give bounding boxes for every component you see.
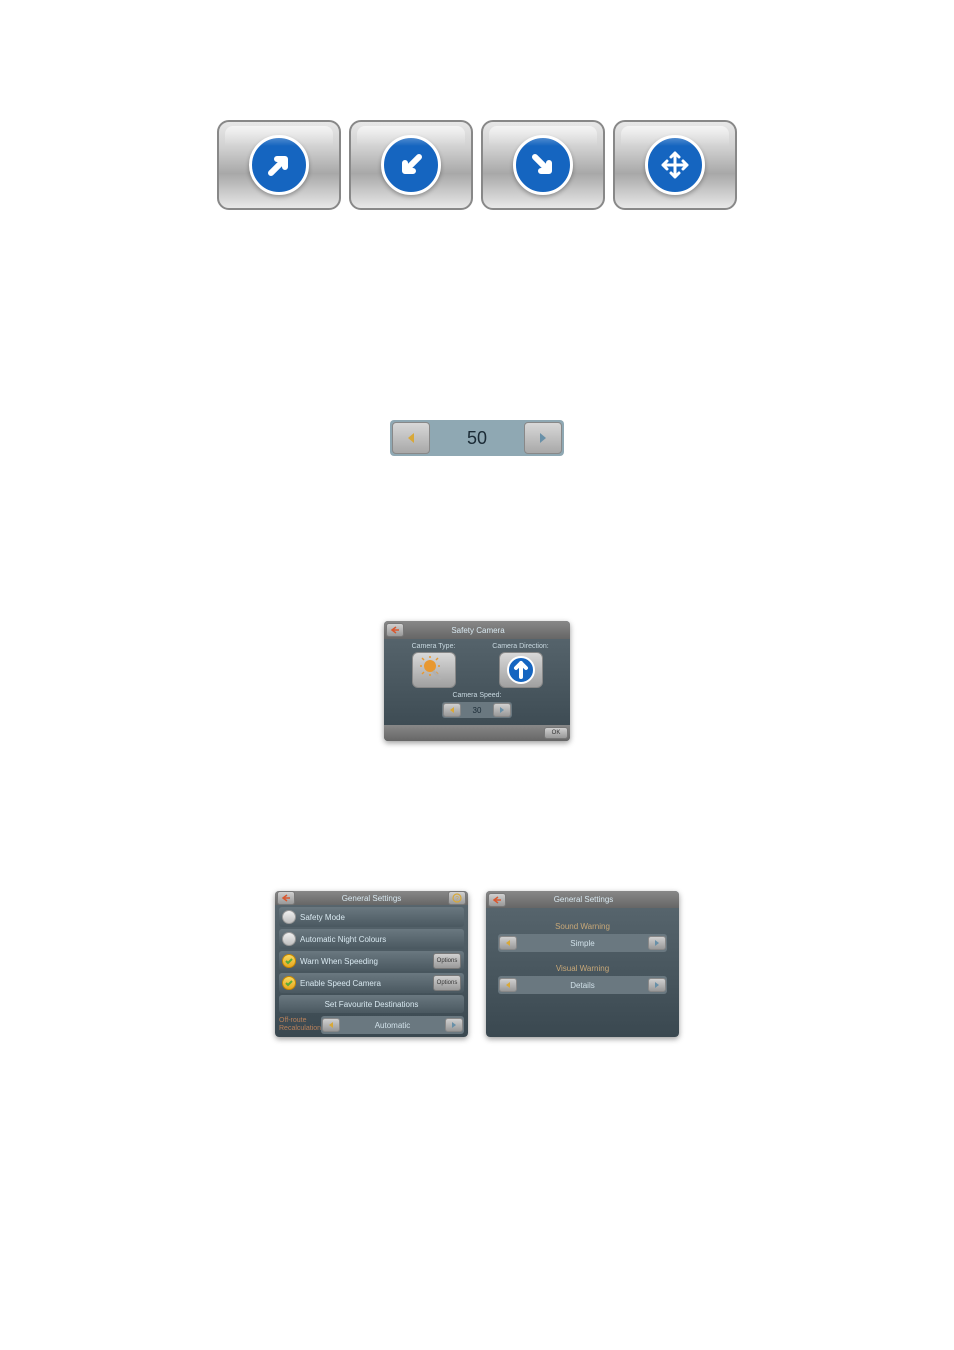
setting-label: Warn When Speeding: [300, 957, 433, 966]
settings-panels-row: General Settings ? Safety Mode Automatic…: [60, 891, 894, 1037]
arrow-up-icon: [506, 655, 536, 685]
camera-speed-decrease[interactable]: [443, 703, 461, 717]
recalc-value: Automatic: [341, 1021, 444, 1030]
speed-value: 50: [432, 428, 522, 449]
setting-label: Automatic Night Colours: [300, 935, 461, 944]
options-button[interactable]: Options: [433, 953, 461, 969]
visual-warning-selector: Details: [498, 976, 667, 994]
sound-warning-value: Simple: [518, 939, 647, 948]
camera-direction-button[interactable]: [499, 652, 543, 688]
setting-row-night-colours[interactable]: Automatic Night Colours: [279, 929, 464, 949]
settings-left-title: General Settings: [295, 894, 448, 903]
settings-left-header: General Settings ?: [275, 891, 468, 905]
general-settings-panel-left: General Settings ? Safety Mode Automatic…: [275, 891, 468, 1037]
camera-speed-value: 30: [462, 706, 492, 715]
recalc-next-button[interactable]: [445, 1018, 463, 1032]
camera-speed-increase[interactable]: [493, 703, 511, 717]
camera-panel-title: Safety Camera: [404, 626, 570, 635]
sound-warning-selector: Simple: [498, 934, 667, 952]
camera-speed-label: Camera Speed:: [392, 692, 562, 699]
visual-warning-value: Details: [518, 981, 647, 990]
ok-button[interactable]: OK: [544, 727, 568, 739]
visual-warning-label: Visual Warning: [498, 964, 667, 973]
toggle-off-icon: [282, 910, 296, 924]
toggle-on-icon: [282, 976, 296, 990]
set-favourite-button[interactable]: Set Favourite Destinations: [279, 995, 464, 1013]
toggle-off-icon: [282, 932, 296, 946]
recalc-prev-button[interactable]: [322, 1018, 340, 1032]
direction-btn-se[interactable]: [481, 120, 605, 210]
settings-right-header: General Settings: [486, 891, 679, 908]
sound-warning-label: Sound Warning: [498, 922, 667, 931]
arrow-se-icon: [513, 135, 573, 195]
camera-direction-label: Camera Direction:: [479, 643, 562, 650]
direction-buttons-row: [60, 120, 894, 210]
setting-row-safety-mode[interactable]: Safety Mode: [279, 907, 464, 927]
help-button[interactable]: ?: [448, 891, 466, 905]
back-button[interactable]: [277, 891, 295, 905]
setting-label: Enable Speed Camera: [300, 979, 433, 988]
speed-decrease-button[interactable]: [392, 422, 430, 454]
toggle-on-icon: [282, 954, 296, 968]
setting-row-speed-camera[interactable]: Enable Speed Camera Options: [279, 973, 464, 993]
camera-panel-header: Safety Camera: [384, 621, 570, 639]
direction-btn-sw[interactable]: [349, 120, 473, 210]
visual-prev-button[interactable]: [499, 978, 517, 992]
setting-row-speeding[interactable]: Warn When Speeding Options: [279, 951, 464, 971]
speed-increase-button[interactable]: [524, 422, 562, 454]
help-icon: ?: [452, 893, 462, 903]
setting-label: Safety Mode: [300, 913, 461, 922]
general-settings-panel-right: General Settings Sound Warning Simple Vi…: [486, 891, 679, 1037]
speed-selector: 50: [60, 420, 894, 456]
sound-next-button[interactable]: [648, 936, 666, 950]
options-button[interactable]: Options: [433, 975, 461, 991]
cross-arrows-icon: [645, 135, 705, 195]
arrow-ne-icon: [249, 135, 309, 195]
sound-prev-button[interactable]: [499, 936, 517, 950]
arrow-sw-icon: [381, 135, 441, 195]
direction-btn-cross[interactable]: [613, 120, 737, 210]
safety-camera-panel: Safety Camera Camera Type:: [384, 621, 570, 741]
camera-type-icon: [420, 656, 448, 684]
settings-right-title: General Settings: [506, 895, 661, 904]
camera-panel-wrap: Safety Camera Camera Type:: [60, 621, 894, 741]
direction-btn-ne[interactable]: [217, 120, 341, 210]
back-button[interactable]: [488, 893, 506, 907]
recalc-label: Off-route Recalculation:: [279, 1017, 321, 1032]
camera-type-label: Camera Type:: [392, 643, 475, 650]
camera-type-button[interactable]: [412, 652, 456, 688]
visual-next-button[interactable]: [648, 978, 666, 992]
back-button[interactable]: [386, 623, 404, 637]
